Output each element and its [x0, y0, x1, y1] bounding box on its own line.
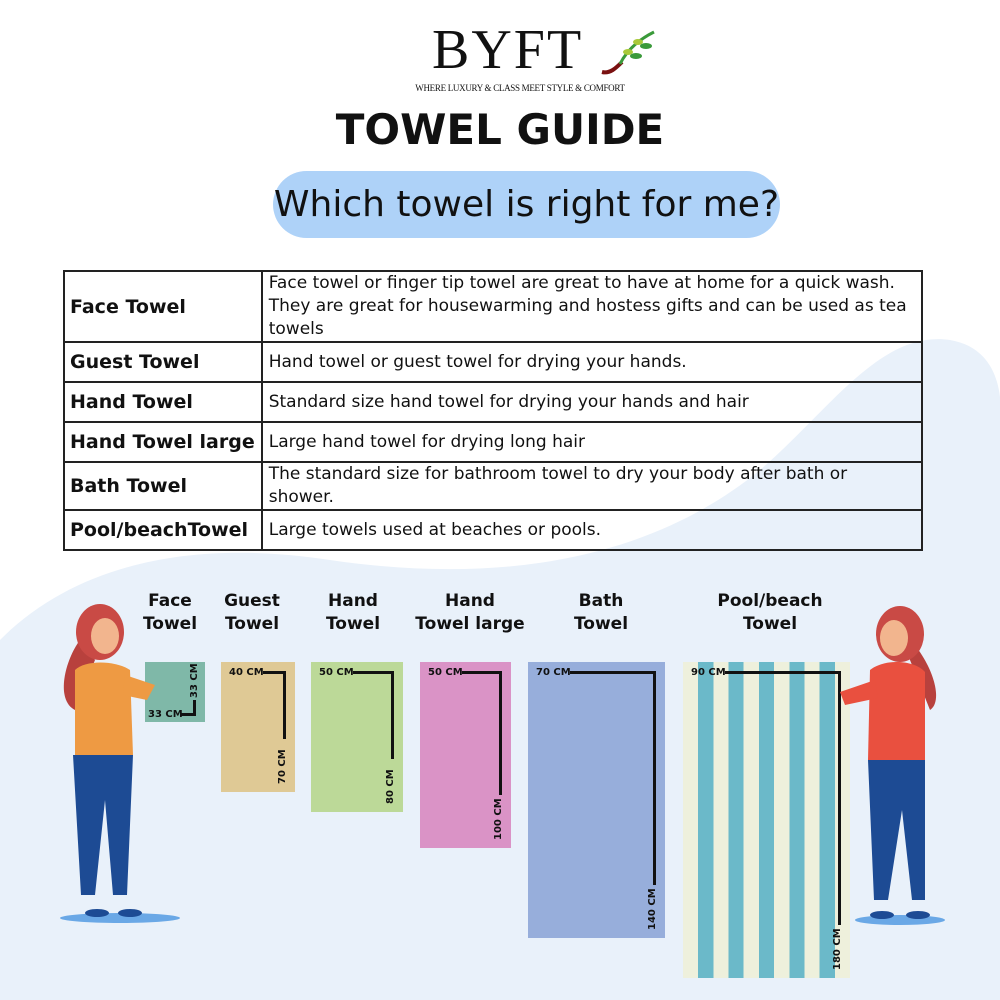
towel-name: Bath Towel — [63, 461, 263, 511]
towel-label-line: Towel — [573, 614, 629, 634]
width-label: 33 CM — [148, 709, 183, 720]
width-line — [570, 671, 655, 674]
width-label: 70 CM — [536, 667, 571, 678]
towel-shape — [420, 662, 511, 848]
table-row: Face Towel Face towel or finger tip towel… — [63, 270, 924, 343]
towel-label-line: Pool/beach — [717, 591, 823, 611]
towel-description: Standard size hand towel for drying your… — [260, 381, 924, 423]
table-row: Hand Towel large Large hand towel for dry… — [63, 421, 924, 463]
height-line — [283, 671, 286, 739]
towel-description: Large towels used at beaches or pools. — [260, 509, 924, 551]
towel-label-line: Towel — [224, 614, 280, 634]
height-line — [391, 671, 394, 759]
towel-label-line: Hand — [445, 591, 495, 611]
page-title: TOWEL GUIDE — [335, 105, 665, 154]
towel-name: Hand Towel — [63, 381, 263, 423]
towel-description: Face towel or finger tip towel are great… — [260, 270, 924, 343]
towel-label: Hand Towel large — [400, 590, 540, 636]
height-label: 100 CM — [493, 798, 504, 840]
width-label: 50 CM — [428, 667, 463, 678]
width-label: 50 CM — [319, 667, 354, 678]
towel-name: Face Towel — [63, 270, 263, 343]
width-line — [181, 713, 195, 716]
towel-table: Face Towel Face towel or finger tip towel… — [63, 270, 924, 551]
leaf-logo-icon — [601, 30, 655, 75]
towel-label-line: Towel — [742, 614, 798, 634]
towel-label-line: Guest — [224, 591, 280, 611]
width-label: 90 CM — [691, 667, 726, 678]
towel-label-line: Hand — [328, 591, 378, 611]
towel-label-line: Towel — [142, 614, 198, 634]
towel-label-line: Towel — [325, 614, 381, 634]
table-row: Bath Towel The standard size for bathroom… — [63, 461, 924, 511]
width-line — [263, 671, 285, 674]
height-line — [838, 671, 841, 925]
towel-label-line: Bath — [578, 591, 624, 611]
towel-label: Guest Towel — [182, 590, 322, 636]
woman-right-illustration — [840, 606, 945, 925]
subtitle-pill: Which towel is right for me? — [273, 171, 780, 238]
width-label: 40 CM — [229, 667, 264, 678]
towel-label: Bath Towel — [531, 590, 671, 636]
towel-name: Guest Towel — [63, 341, 263, 383]
brand-logo: BYFT — [432, 19, 584, 81]
table-row: Pool/beachTowel Large towels used at beac… — [63, 509, 924, 551]
height-line — [499, 671, 502, 795]
width-line — [462, 671, 501, 674]
towel-shape — [683, 662, 850, 978]
towel-shape — [528, 662, 665, 938]
towel-label: Pool/beach Towel — [700, 590, 840, 636]
height-label: 80 CM — [385, 769, 396, 804]
towel-description: The standard size for bathroom towel to … — [260, 461, 924, 511]
brand-tagline: WHERE LUXURY & CLASS MEET STYLE & COMFOR… — [415, 83, 625, 93]
width-line — [725, 671, 840, 674]
towel-description: Large hand towel for drying long hair — [260, 421, 924, 463]
towel-description: Hand towel or guest towel for drying you… — [260, 341, 924, 383]
towel-shape — [221, 662, 295, 792]
table-row: Hand Towel Standard size hand towel for d… — [63, 381, 924, 423]
towel-name: Hand Towel large — [63, 421, 263, 463]
height-label: 70 CM — [277, 749, 288, 784]
table-row: Guest Towel Hand towel or guest towel for… — [63, 341, 924, 383]
towel-label-line: Towel large — [415, 614, 525, 634]
width-line — [353, 671, 393, 674]
towel-name: Pool/beachTowel — [63, 509, 263, 551]
towel-label-line: Face — [148, 591, 192, 611]
towel-shape — [311, 662, 403, 812]
woman-left-illustration — [60, 604, 180, 923]
height-line — [653, 671, 656, 885]
height-line — [193, 700, 196, 716]
towel-label: Face Towel — [100, 590, 240, 636]
height-label: 140 CM — [647, 888, 658, 930]
towel-label: Hand Towel — [283, 590, 423, 636]
height-label: 180 CM — [832, 928, 843, 970]
